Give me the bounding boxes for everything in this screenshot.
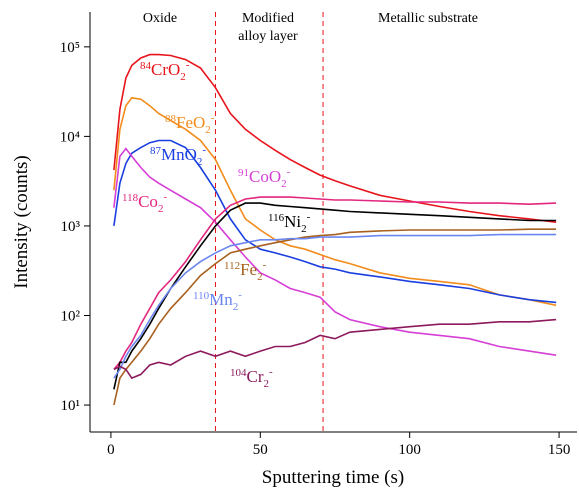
series-label: 112Fe2-	[224, 259, 267, 283]
species-name: Cr	[247, 367, 264, 386]
subscript: 2	[281, 178, 287, 190]
region-label: Oxide	[143, 11, 177, 26]
region-label: Metallic substrate	[378, 11, 478, 26]
mass-number: 84	[140, 60, 152, 72]
mass-number: 87	[150, 145, 162, 157]
charge: -	[163, 191, 167, 203]
y-tick-label: 10³	[61, 219, 81, 235]
charge: -	[238, 289, 242, 301]
series-line	[113, 96, 557, 307]
series-line	[113, 318, 557, 380]
species-name: CrO	[151, 60, 180, 79]
species-name: Ni	[284, 212, 301, 231]
series-label: 91CoO2-	[238, 166, 291, 190]
series-line	[113, 196, 557, 370]
series-label: 88FeO2-	[165, 112, 215, 136]
x-axis-label: Sputtering time (s)	[262, 467, 404, 488]
series-line	[113, 53, 557, 223]
subscript: 2	[257, 271, 263, 283]
series-label: 104Cr2-	[230, 366, 273, 390]
mass-number: 112	[224, 260, 240, 272]
mass-number: 116	[268, 212, 285, 224]
species-name: Fe	[240, 260, 257, 279]
charge: -	[263, 259, 267, 271]
series-line	[113, 139, 557, 304]
x-tick-label: 50	[253, 442, 268, 458]
charge: -	[186, 59, 190, 71]
x-tick-label: 150	[548, 442, 571, 458]
charge: -	[202, 144, 206, 156]
charge: -	[269, 366, 273, 378]
region-label: Modified	[242, 11, 294, 26]
series-line	[113, 202, 557, 390]
series-label: 110Mn2-	[193, 289, 242, 313]
subscript: 2	[158, 203, 164, 215]
subscript: 2	[233, 301, 239, 313]
charge: -	[211, 112, 215, 124]
species-name: MnO	[161, 145, 197, 164]
y-tick-label: 10⁴	[60, 129, 80, 145]
series-line	[113, 147, 557, 356]
x-tick-label: 100	[398, 442, 421, 458]
subscript: 2	[264, 378, 270, 390]
subscript: 2	[301, 223, 307, 235]
species-name: Co	[138, 192, 158, 211]
subscript: 2	[197, 156, 203, 168]
species-name: Mn	[209, 290, 233, 309]
subscript: 2	[180, 71, 186, 83]
series-label: 87MnO2-	[150, 144, 206, 168]
charge: -	[307, 211, 311, 223]
series-label: 116Ni2-	[268, 211, 311, 235]
region-label: alloy layer	[238, 29, 298, 44]
y-tick-label: 10²	[61, 308, 81, 324]
y-axis-label: Intensity (counts)	[11, 155, 32, 289]
y-tick-label: 10⁵	[60, 40, 80, 56]
charge: -	[287, 166, 291, 178]
mass-number: 110	[193, 290, 210, 302]
species-name: FeO	[176, 113, 205, 132]
subscript: 2	[205, 124, 211, 136]
mass-number: 91	[238, 167, 249, 179]
mass-number: 88	[165, 113, 177, 125]
mass-number: 104	[230, 367, 247, 379]
species-name: CoO	[249, 167, 281, 186]
series-label: 118Co2-	[122, 191, 167, 215]
series-line	[113, 233, 557, 379]
series-label: 84CrO2-	[140, 59, 190, 83]
mass-number: 118	[122, 192, 139, 204]
y-tick-label: 10¹	[61, 398, 81, 414]
x-tick-label: 0	[107, 442, 115, 458]
series-line	[113, 228, 557, 406]
